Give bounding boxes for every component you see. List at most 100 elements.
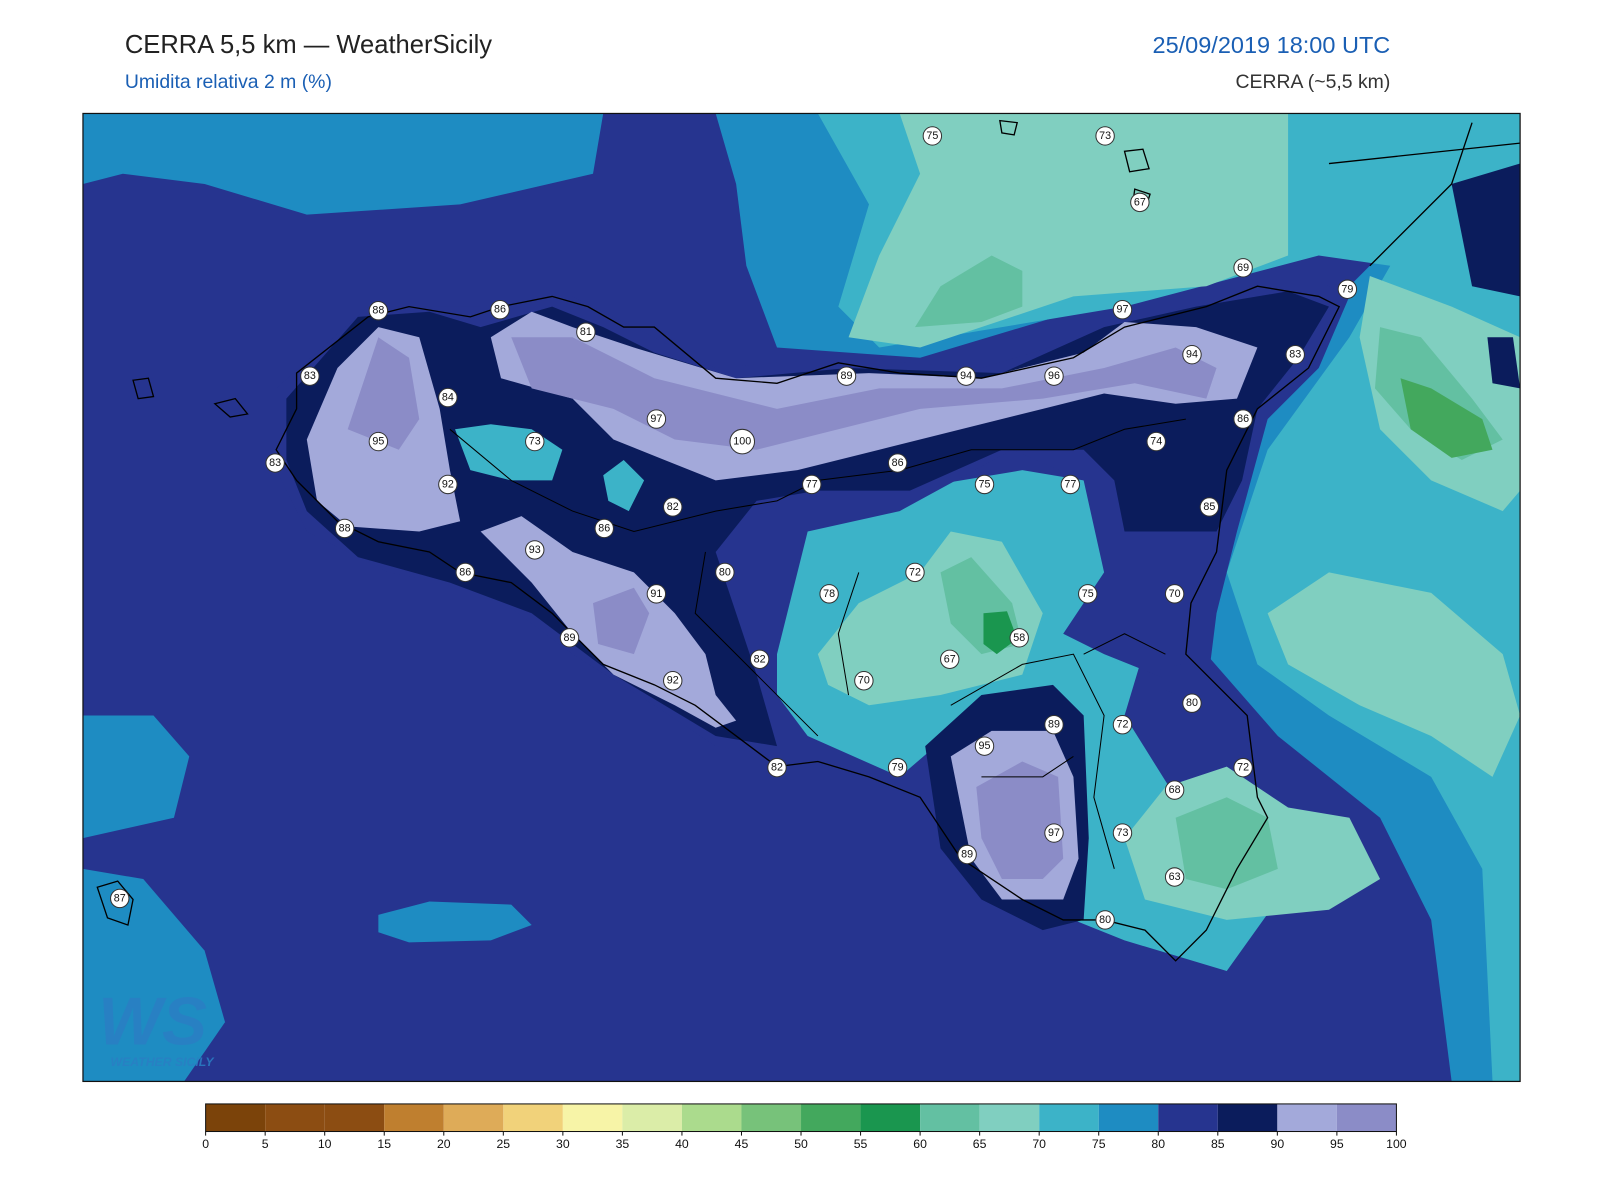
colorbar-tick-label: 0	[202, 1137, 209, 1151]
field-region	[1487, 337, 1521, 389]
station-value: 89	[564, 632, 576, 644]
station-marker	[1060, 474, 1081, 495]
station-value: 95	[372, 436, 384, 448]
station-value: 73	[1117, 827, 1129, 839]
station-value: 72	[909, 566, 921, 578]
colorbar-bin	[503, 1103, 563, 1132]
station-marker	[334, 518, 355, 539]
colorbar-bin	[205, 1103, 266, 1132]
station-marker	[1044, 823, 1064, 843]
station-marker	[1337, 279, 1358, 299]
station-marker	[1112, 299, 1133, 320]
station-value: 84	[442, 392, 454, 404]
colorbar-bin	[384, 1103, 444, 1132]
field-region	[1160, 664, 1202, 701]
map-title: CERRA 5,5 km — WeatherSicily	[125, 31, 492, 59]
station-value: 75	[1082, 588, 1094, 600]
colorbar-tick-label: 95	[1330, 1137, 1344, 1151]
station-value: 91	[650, 588, 662, 600]
colorbar-bin	[1098, 1103, 1159, 1132]
station-marker	[1164, 584, 1185, 604]
station-marker	[1095, 910, 1115, 930]
humidity-field	[82, 113, 1521, 1082]
valid-time: 25/09/2019 18:00 UTC	[1153, 32, 1391, 58]
colorbar-bin	[860, 1103, 921, 1132]
colorbar: 0 5 10 15 20 25 30 35 40 45 50 55 60 65 70 75 80 85 90 95 10…	[202, 1103, 1407, 1151]
station-marker	[729, 428, 756, 455]
colorbar-tick-label: 35	[616, 1137, 630, 1151]
station-labels: 75 73 67 69 79 97 88 86 81 94 83 89 94 96 83 84 97 86 95 73…	[110, 126, 1358, 930]
station-value: 82	[667, 501, 679, 513]
station-marker	[819, 584, 839, 604]
coastline	[96, 119, 1521, 962]
station-value: 94	[1186, 349, 1198, 361]
station-value: 72	[1237, 762, 1249, 774]
colorbar-tick-label: 80	[1151, 1137, 1165, 1151]
station-value: 97	[650, 413, 662, 425]
colorbar-tick-label: 45	[735, 1137, 749, 1151]
station-value: 97	[1117, 304, 1129, 316]
colorbar-tick-label: 65	[973, 1137, 987, 1151]
colorbar-bin	[1336, 1103, 1397, 1132]
logo-name: WEATHER SICILY	[111, 1055, 216, 1069]
colorbar-bin	[265, 1103, 325, 1132]
station-marker	[110, 888, 130, 909]
colorbar-bin	[741, 1103, 802, 1132]
station-value: 94	[960, 370, 972, 382]
station-marker	[1146, 431, 1166, 452]
station-marker	[1285, 344, 1305, 365]
station-marker	[525, 540, 545, 560]
colorbar-tick-label: 30	[556, 1137, 570, 1151]
colorbar-bin	[1039, 1103, 1099, 1132]
station-marker	[1233, 258, 1253, 278]
station-marker	[887, 757, 908, 778]
station-value: 75	[926, 130, 938, 142]
station-marker	[490, 299, 510, 320]
station-marker	[940, 649, 960, 669]
station-marker	[1078, 584, 1098, 604]
station-value: 80	[1186, 697, 1198, 709]
colorbar-tick-label: 50	[794, 1137, 808, 1151]
station-marker	[1164, 780, 1185, 800]
station-marker	[1182, 344, 1202, 365]
map-frame	[82, 112, 1521, 1083]
colorbar-tick-label: 40	[675, 1137, 689, 1151]
colorbar-bin	[1217, 1103, 1278, 1132]
station-value: 87	[114, 892, 126, 904]
colorbar-tick-label: 90	[1271, 1137, 1285, 1151]
station-value: 92	[667, 675, 679, 687]
station-value: 80	[1099, 914, 1111, 926]
field-region	[286, 291, 1329, 747]
station-value: 89	[961, 849, 973, 861]
model-label: CERRA (~5,5 km)	[1236, 71, 1391, 93]
station-value: 70	[858, 675, 870, 687]
station-value: 88	[339, 522, 351, 534]
colorbar-bin	[801, 1103, 861, 1132]
station-value: 81	[580, 326, 592, 338]
station-value: 83	[269, 457, 281, 469]
station-value: 83	[304, 370, 316, 382]
station-marker	[957, 844, 977, 865]
colorbar-tick-label: 10	[318, 1137, 332, 1151]
station-marker	[1199, 497, 1220, 517]
station-value: 86	[459, 566, 471, 578]
station-marker	[922, 126, 943, 146]
station-marker	[438, 474, 458, 495]
field-region	[82, 113, 604, 215]
station-marker	[905, 562, 925, 583]
field-region	[1267, 572, 1521, 777]
station-marker	[974, 474, 995, 495]
station-value: 86	[892, 457, 904, 469]
field-region	[347, 337, 420, 450]
station-value: 78	[823, 588, 835, 600]
station-marker	[594, 518, 614, 539]
station-value: 95	[979, 740, 991, 752]
station-marker	[956, 366, 976, 386]
colorbar-tick-label: 60	[913, 1137, 927, 1151]
station-marker	[438, 387, 458, 408]
colorbar-tick-label: 20	[437, 1137, 451, 1151]
station-value: 72	[1117, 719, 1129, 731]
field-region	[1400, 378, 1493, 458]
station-value: 97	[1048, 827, 1060, 839]
station-value: 100	[733, 436, 751, 448]
